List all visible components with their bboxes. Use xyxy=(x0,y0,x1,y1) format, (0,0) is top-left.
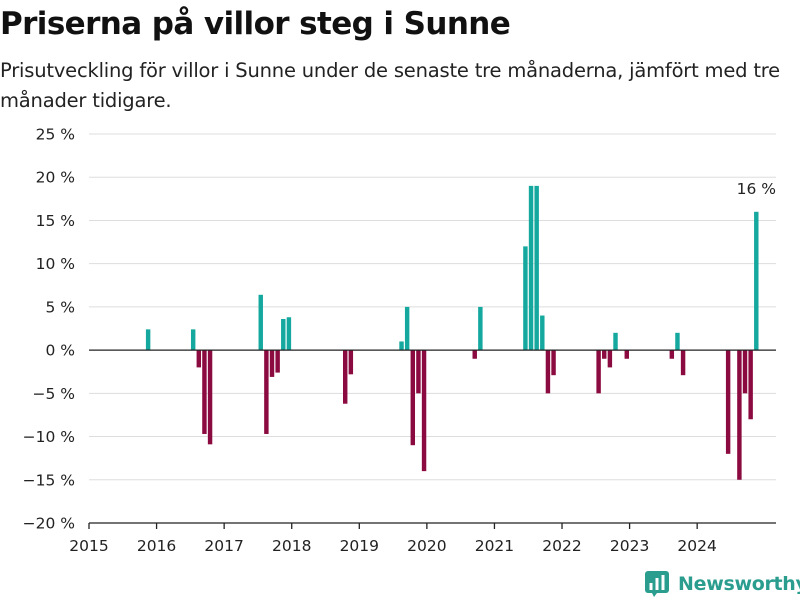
y-tick-label: −20 % xyxy=(23,515,75,533)
bar xyxy=(416,350,421,394)
bar xyxy=(202,350,207,434)
brand-name: Newsworthy xyxy=(678,573,800,595)
bar xyxy=(551,350,556,376)
annotations: 16 % xyxy=(737,180,776,198)
bar xyxy=(540,315,545,351)
bar xyxy=(472,350,477,359)
y-axis-labels: 25 % 20 % 15 % 10 % 5 % 0 % −5 % −10 % −15 % −20 … xyxy=(23,126,75,533)
bar xyxy=(534,185,539,351)
bar xyxy=(264,350,269,434)
value-annotation: 16 % xyxy=(737,180,776,198)
y-tick-label: 0 % xyxy=(45,342,75,360)
bar xyxy=(607,350,613,368)
bar xyxy=(748,350,753,420)
chart-title: Priserna på villor steg i Sunne xyxy=(0,6,511,42)
bar xyxy=(145,329,151,351)
bar xyxy=(286,317,292,351)
bar xyxy=(737,350,742,480)
bar xyxy=(269,350,275,377)
bar xyxy=(399,341,404,351)
bar xyxy=(602,350,607,359)
bar xyxy=(624,350,629,359)
x-tick-label: 2017 xyxy=(204,537,243,555)
bar xyxy=(421,350,427,472)
x-tick-label: 2019 xyxy=(340,537,379,555)
x-tick-label: 2018 xyxy=(272,537,311,555)
x-tick-label: 2016 xyxy=(137,537,176,555)
bar xyxy=(523,246,528,351)
bar xyxy=(675,332,680,351)
y-tick-label: 25 % xyxy=(36,126,75,144)
x-tick-label: 2023 xyxy=(610,537,649,555)
axes xyxy=(88,349,776,529)
bar xyxy=(742,350,748,394)
bar xyxy=(680,350,686,376)
y-tick-label: −10 % xyxy=(23,428,75,446)
x-axis-labels: 2015 2016 2017 2018 2019 2020 2021 2022 2023 2024 xyxy=(69,537,717,555)
bar-chart-logo-icon xyxy=(645,571,669,597)
bar xyxy=(348,350,354,375)
y-tick-label: −5 % xyxy=(32,385,75,403)
x-tick-label: 2020 xyxy=(407,537,446,555)
bar xyxy=(190,329,196,351)
bar xyxy=(754,211,759,351)
bar xyxy=(596,350,601,394)
x-tick-label: 2024 xyxy=(677,537,716,555)
bar xyxy=(343,350,348,404)
bar xyxy=(404,306,410,351)
y-tick-label: 5 % xyxy=(45,298,75,316)
x-tick-label: 2022 xyxy=(542,537,581,555)
bar xyxy=(258,294,263,351)
y-tick-label: 20 % xyxy=(36,169,75,187)
newsworthy-logo: Newsworthy xyxy=(644,570,800,598)
bar xyxy=(478,306,483,351)
bar xyxy=(528,185,534,351)
bar xyxy=(410,350,416,446)
bars xyxy=(145,185,759,480)
bar xyxy=(196,350,202,368)
gridlines xyxy=(89,133,776,524)
bar xyxy=(613,332,618,351)
x-tick-label: 2015 xyxy=(69,537,108,555)
bar xyxy=(545,350,551,394)
bar xyxy=(275,350,280,373)
bar xyxy=(669,350,675,359)
y-tick-label: −15 % xyxy=(23,471,75,489)
chart-subtitle: Prisutveckling för villor i Sunne under … xyxy=(0,59,780,112)
x-tick-label: 2021 xyxy=(475,537,514,555)
bar xyxy=(281,318,286,351)
bar xyxy=(207,350,213,445)
bar xyxy=(725,350,731,454)
y-tick-label: 10 % xyxy=(36,255,75,273)
y-tick-label: 15 % xyxy=(36,212,75,230)
